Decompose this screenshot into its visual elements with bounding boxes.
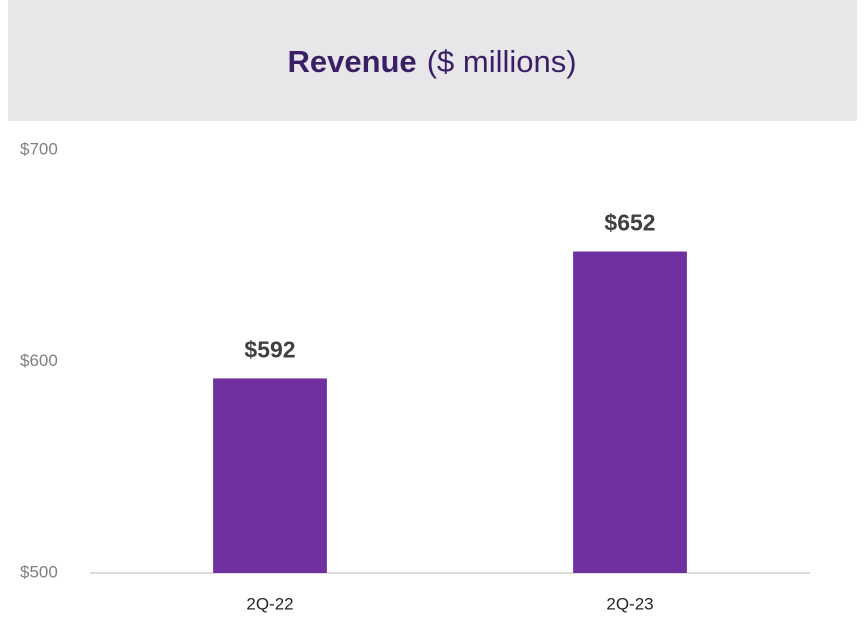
y-tick-label: $700 <box>20 139 58 158</box>
y-tick-label: $600 <box>20 351 58 370</box>
y-tick-label: $500 <box>20 562 58 581</box>
x-tick-label: 2Q-22 <box>246 594 293 613</box>
header-band <box>8 0 857 121</box>
title-unit: ($ millions) <box>427 44 577 79</box>
value-label: $592 <box>244 336 295 362</box>
bar <box>213 378 327 573</box>
chart-title: Revenue ($ millions) <box>287 44 576 79</box>
value-label: $652 <box>604 210 655 236</box>
title-main: Revenue <box>287 44 416 79</box>
x-tick-label: 2Q-23 <box>606 594 653 613</box>
bar <box>573 251 687 573</box>
